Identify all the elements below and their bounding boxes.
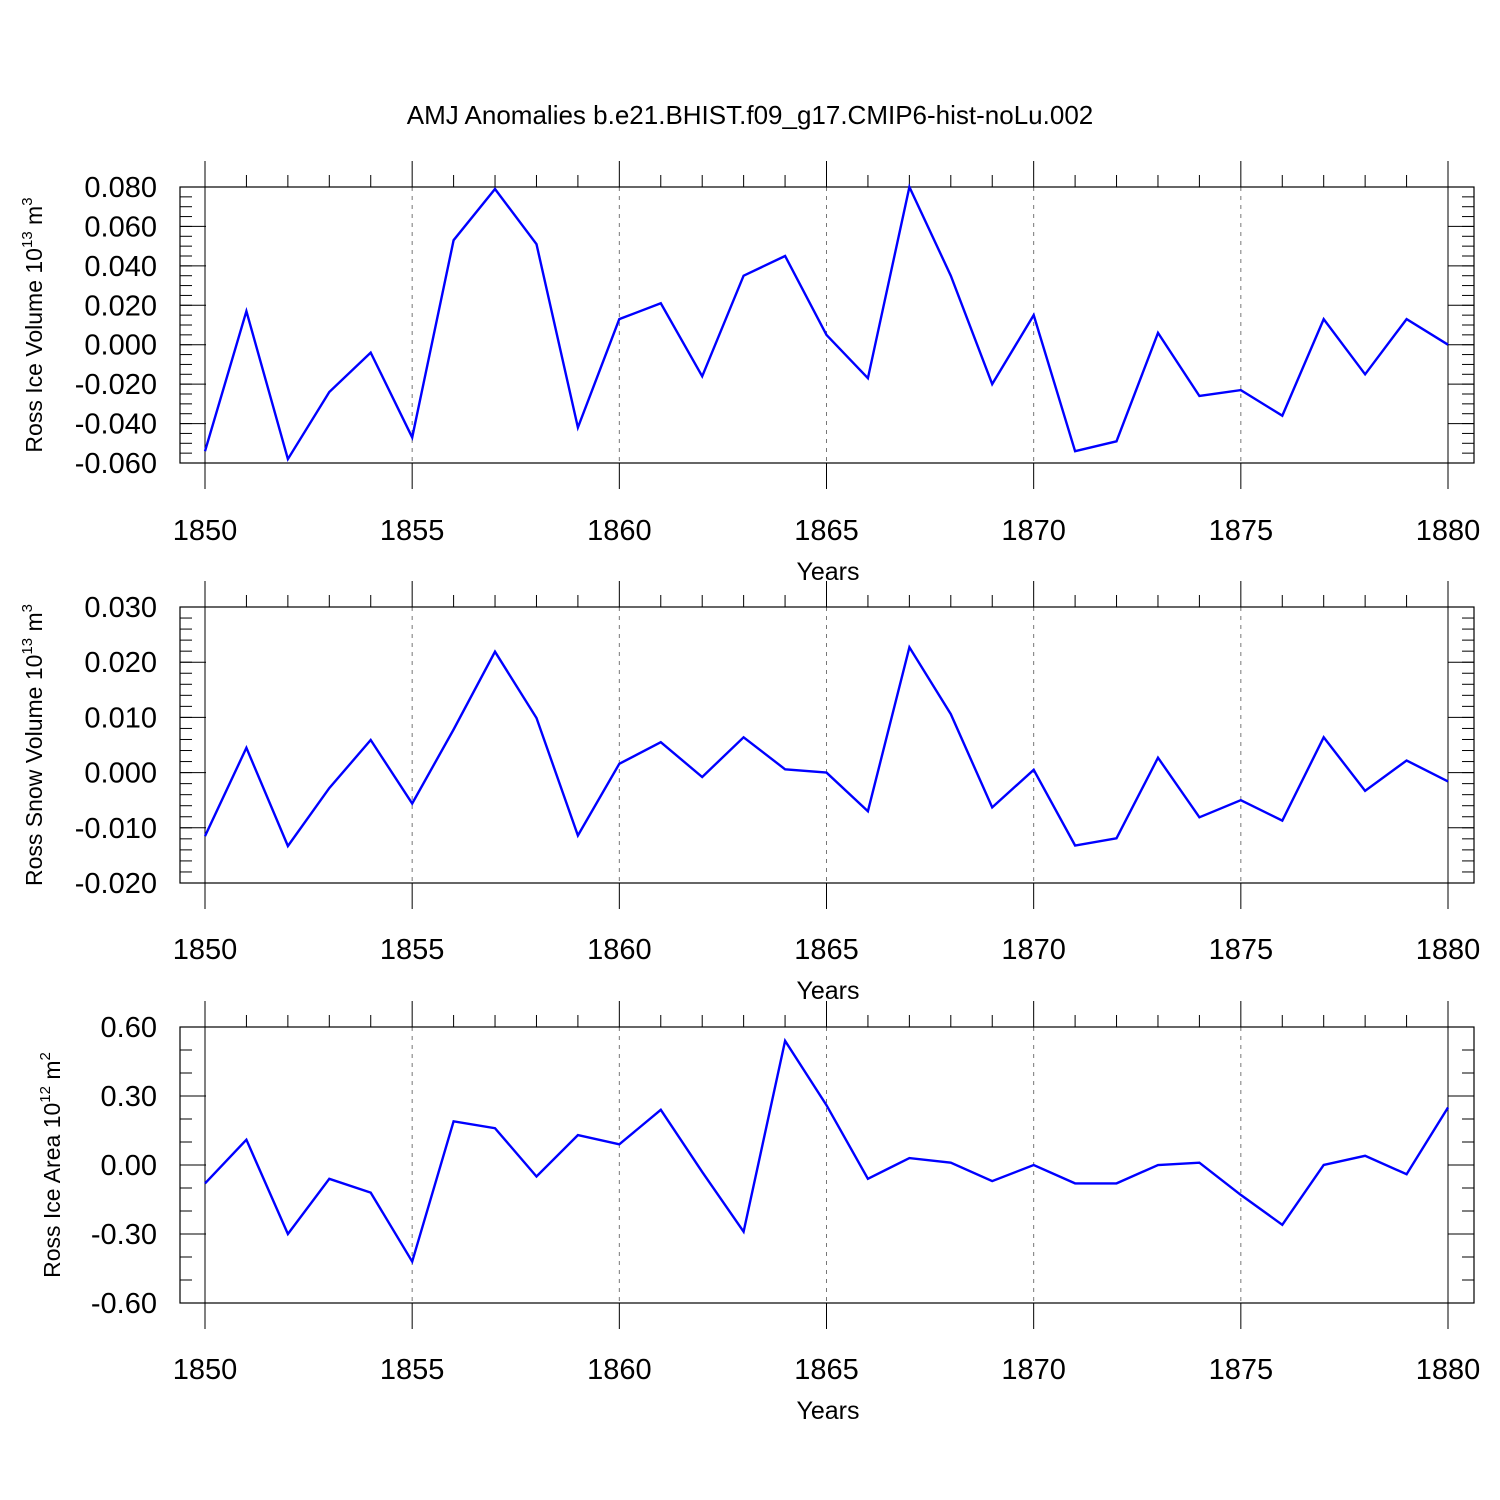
x-tick-label: 1855: [380, 934, 445, 966]
y-tick-label: 0.000: [84, 330, 157, 362]
x-tick-label: 1860: [587, 515, 652, 547]
y-label-text: Ross Ice Area 10: [39, 1103, 65, 1278]
y-tick-label: 0.000: [84, 758, 157, 790]
panel-ross-snow-volume: -0.020 -0.010 0.000 0.010 0.020 0.030 1850 1855…: [19, 581, 1480, 1005]
y-label-exponent: 13: [19, 638, 36, 655]
y-axis-label: Ross Ice Area 1012 m2: [37, 1052, 65, 1278]
x-axis-label: Years: [796, 977, 859, 1005]
x-axis-label: Years: [796, 558, 859, 586]
x-tick-label: 1860: [587, 1354, 652, 1386]
x-tick-label: 1855: [380, 1354, 445, 1386]
series-line: [203, 644, 1449, 849]
x-tick-label: 1870: [1001, 1354, 1066, 1386]
y-tick-label: -0.040: [75, 409, 157, 441]
y-tick-label: 0.040: [84, 251, 157, 283]
x-tick-label: 1875: [1209, 515, 1274, 547]
x-tick-label: 1880: [1416, 934, 1481, 966]
y-tick-label: -0.30: [91, 1219, 157, 1251]
x-tick-label: 1875: [1209, 934, 1274, 966]
y-label-exponent: 3: [19, 604, 36, 612]
y-tick-label: 0.030: [84, 592, 157, 624]
y-tick-label: 0.30: [101, 1081, 157, 1113]
y-tick-label: -0.020: [75, 868, 157, 900]
x-tick-label: 1860: [587, 934, 652, 966]
y-label-text: Ross Ice Volume 10: [21, 248, 47, 453]
x-tick-label: 1870: [1001, 515, 1066, 547]
y-label-text: m: [39, 1060, 65, 1086]
x-tick-label: 1855: [380, 515, 445, 547]
x-tick-label: 1865: [794, 934, 859, 966]
series-line: [203, 183, 1449, 463]
y-tick-label: -0.60: [91, 1288, 157, 1320]
y-tick-label: 0.010: [84, 702, 157, 734]
x-tick-label: 1880: [1416, 515, 1481, 547]
x-tick-label: 1865: [794, 1354, 859, 1386]
x-tick-label: 1870: [1001, 934, 1066, 966]
y-tick-label: 0.020: [84, 647, 157, 679]
y-tick-label: 0.020: [84, 290, 157, 322]
y-axis-label: Ross Ice Volume 1013 m3: [19, 197, 47, 452]
x-tick-label: 1865: [794, 515, 859, 547]
x-tick-label: 1875: [1209, 1354, 1274, 1386]
figure-title: AMJ Anomalies b.e21.BHIST.f09_g17.CMIP6-…: [407, 100, 1094, 130]
y-label-text: m: [21, 612, 47, 638]
y-tick-label: 0.00: [101, 1150, 157, 1182]
y-tick-label: -0.060: [75, 448, 157, 480]
y-label-exponent: 2: [37, 1052, 54, 1060]
y-label-exponent: 13: [19, 231, 36, 248]
panel-ross-ice-volume: -0.060 -0.040 -0.020 0.000 0.020 0.040 0.060 0.…: [19, 161, 1480, 586]
y-tick-label: 0.060: [84, 211, 157, 243]
y-tick-label: -0.010: [75, 813, 157, 845]
x-tick-label: 1850: [173, 1354, 238, 1386]
y-tick-label: 0.080: [84, 172, 157, 204]
y-axis-label: Ross Snow Volume 1013 m3: [19, 604, 47, 886]
y-label-exponent: 12: [37, 1086, 54, 1103]
x-tick-label: 1850: [173, 934, 238, 966]
x-tick-label: 1850: [173, 515, 238, 547]
y-tick-label: 0.60: [101, 1012, 157, 1044]
series-line: [204, 1037, 1450, 1265]
y-label-text: m: [21, 206, 47, 232]
y-label-exponent: 3: [19, 197, 36, 205]
panel-ross-ice-area: -0.60 -0.30 0.00 0.30 0.60 1850 1855 1860 1865 18…: [37, 1001, 1480, 1425]
x-tick-label: 1880: [1416, 1354, 1481, 1386]
y-label-text: Ross Snow Volume 10: [21, 655, 47, 886]
y-tick-label: -0.020: [75, 369, 157, 401]
x-axis-label: Years: [796, 1397, 859, 1425]
